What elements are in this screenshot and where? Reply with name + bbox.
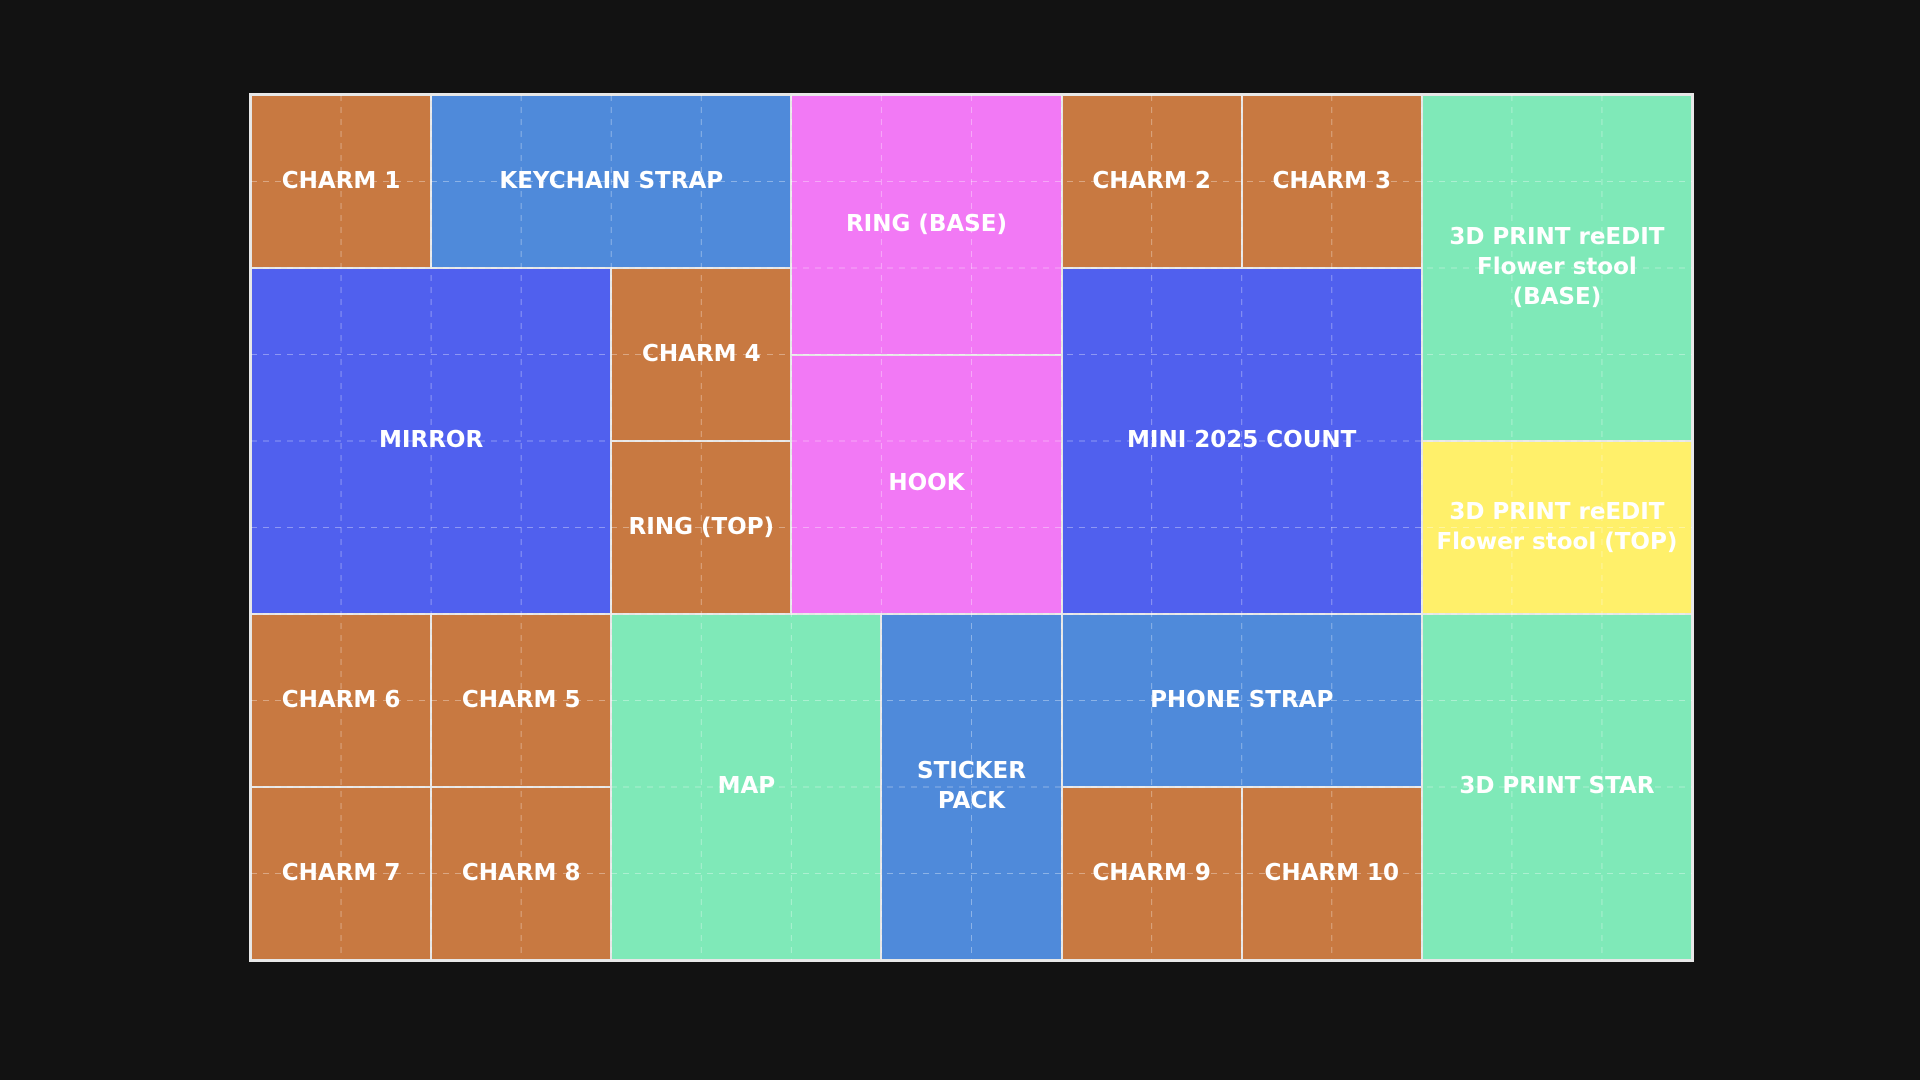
block-label: 3D PRINT reEDIT Flower stool (TOP): [1436, 498, 1678, 555]
block-charm-1: CHARM 1: [251, 95, 432, 268]
block-charm-4: CHARM 4: [611, 268, 792, 441]
block-label: CHARM 10: [1264, 859, 1400, 886]
block-charm-5: CHARM 5: [431, 614, 612, 787]
block-mini-2025-count: MINI 2025 COUNT: [1061, 268, 1422, 614]
block-3d-print-star: 3D PRINT STAR: [1421, 614, 1692, 960]
block-label: MIRROR: [379, 427, 484, 454]
block-label: RING (TOP): [628, 513, 775, 540]
block-ring-top: RING (TOP): [611, 441, 792, 614]
block-map: MAP: [611, 614, 882, 960]
block-label: CHARM 4: [642, 340, 761, 367]
layout-board: CHARM 1 KEYCHAIN STRAP RING (BASE) CHARM 2 C…: [249, 93, 1694, 962]
block-keychain-strap: KEYCHAIN STRAP: [431, 95, 792, 268]
block-sticker-pack: STICKER PACK: [881, 614, 1062, 960]
block-mirror: MIRROR: [251, 268, 612, 614]
block-charm-10: CHARM 10: [1241, 787, 1422, 960]
block-label: CHARM 1: [281, 167, 401, 194]
block-label: CHARM 5: [461, 686, 581, 713]
block-label: PHONE STRAP: [1150, 686, 1334, 713]
block-label: CHARM 8: [461, 859, 581, 886]
block-3d-print-reedit-flower-stool-top: 3D PRINT reEDIT Flower stool (TOP): [1421, 441, 1692, 614]
block-charm-9: CHARM 9: [1061, 787, 1242, 960]
block-phone-strap: PHONE STRAP: [1061, 614, 1422, 787]
block-label: KEYCHAIN STRAP: [499, 167, 724, 194]
block-ring-base: RING (BASE): [791, 95, 1062, 355]
block-label: CHARM 2: [1092, 167, 1211, 194]
block-label: MINI 2025 COUNT: [1127, 427, 1357, 454]
block-hook: HOOK: [791, 354, 1062, 614]
block-charm-6: CHARM 6: [251, 614, 432, 787]
block-label: STICKER PACK: [917, 758, 1026, 814]
block-label: MAP: [717, 773, 776, 800]
block-charm-3: CHARM 3: [1241, 95, 1422, 268]
block-label: HOOK: [888, 470, 965, 497]
block-label: CHARM 7: [281, 859, 401, 886]
block-label: CHARM 6: [281, 686, 401, 713]
block-charm-7: CHARM 7: [251, 787, 432, 960]
block-charm-2: CHARM 2: [1061, 95, 1242, 268]
block-3d-print-reedit-flower-stool-base: 3D PRINT reEDIT Flower stool (BASE): [1421, 95, 1692, 441]
block-label: 3D PRINT STAR: [1459, 773, 1655, 800]
block-charm-8: CHARM 8: [431, 787, 612, 960]
block-label: CHARM 3: [1272, 167, 1392, 194]
block-label: CHARM 9: [1092, 859, 1211, 886]
block-label: RING (BASE): [845, 210, 1007, 237]
block-label: 3D PRINT reEDIT Flower stool (BASE): [1449, 224, 1665, 310]
